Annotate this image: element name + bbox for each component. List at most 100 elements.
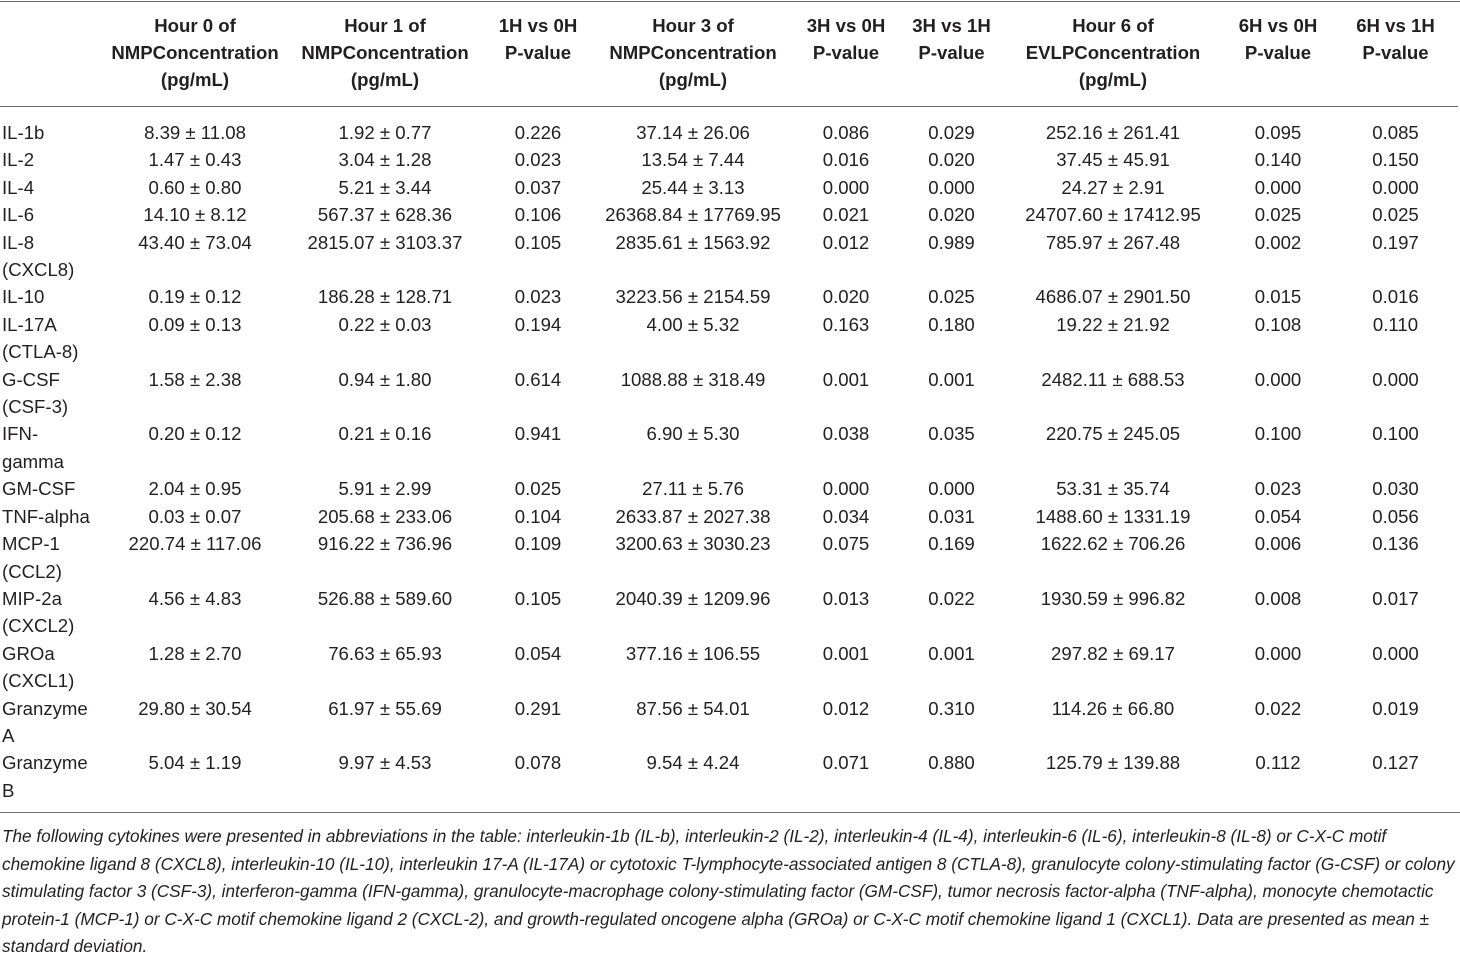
value-cell: 2633.87 ± 2027.38	[615, 505, 771, 527]
value-cell: 0.025	[1254, 204, 1302, 226]
value-cell: 0.034	[822, 505, 870, 527]
value-cell: 0.94 ± 1.80	[338, 368, 432, 390]
value-cell: 0.054	[1254, 505, 1302, 527]
value-cell: 5.21 ± 3.44	[338, 176, 432, 198]
value-cell: 114.26 ± 66.80	[1051, 697, 1175, 719]
bottom-rule	[0, 812, 1460, 813]
table-row: IFN- gamma 0.20 ± 0.12 0.21 ± 0.16 0.941 6.9…	[0, 420, 1458, 475]
header-row: Hour 0 of NMPConcentration (pg/mL) Hour 1 o…	[0, 12, 1458, 107]
value-cell: 2482.11 ± 688.53	[1041, 368, 1185, 390]
value-cell: 1622.62 ± 706.26	[1040, 533, 1186, 555]
column-header: 6H vs 0H P-value	[1223, 12, 1333, 107]
column-header: 6H vs 1H P-value	[1333, 12, 1458, 107]
value-cell: 5.04 ± 1.19	[148, 752, 242, 774]
value-cell: 0.025	[514, 478, 562, 500]
value-cell: 9.54 ± 4.24	[646, 752, 740, 774]
value-cell: 0.140	[1254, 149, 1302, 171]
cytokine-name-cell: GROa (CXCL1)	[2, 642, 75, 692]
value-cell: 377.16 ± 106.55	[625, 642, 761, 664]
value-cell: 567.37 ± 628.36	[317, 204, 453, 226]
column-header: 3H vs 1H P-value	[900, 12, 1003, 107]
value-cell: 0.056	[1372, 505, 1419, 527]
table-row: Granzyme B 5.04 ± 1.19 9.97 ± 4.53 0.078 9.5…	[0, 749, 1458, 807]
cytokine-name-cell: IL-8 (CXCL8)	[2, 231, 75, 281]
value-cell: 0.000	[1254, 642, 1302, 664]
value-cell: 0.029	[928, 122, 975, 143]
value-cell: 24707.60 ± 17412.95	[1025, 204, 1201, 226]
column-header-line: Hour 1 of	[344, 15, 426, 36]
value-cell: 0.035	[928, 423, 975, 445]
value-cell: 252.16 ± 261.41	[1045, 122, 1181, 143]
column-header: 3H vs 0H P-value	[792, 12, 900, 107]
value-cell: 0.291	[514, 697, 562, 719]
value-cell: 916.22 ± 736.96	[317, 533, 453, 555]
value-cell: 27.11 ± 5.76	[642, 478, 744, 500]
value-cell: 0.086	[822, 122, 870, 143]
value-cell: 0.023	[514, 286, 562, 308]
value-cell: 220.74 ± 117.06	[128, 533, 262, 555]
cytokine-name-cell: G-CSF (CSF-3)	[2, 368, 69, 418]
value-cell: 8.39 ± 11.08	[144, 122, 246, 143]
table-row: MCP-1 (CCL2) 220.74 ± 117.06 916.22 ± 736.…	[0, 530, 1458, 585]
value-cell: 0.013	[822, 587, 870, 609]
cytokine-name-cell: IL-17A (CTLA-8)	[2, 313, 79, 363]
column-header-line: (pg/mL)	[160, 69, 230, 90]
column-header-line: P-value	[812, 42, 880, 63]
value-cell: 0.019	[1372, 697, 1419, 719]
value-cell: 0.038	[822, 423, 870, 445]
cytokine-name-cell: MIP-2a (CXCL2)	[2, 587, 75, 637]
column-header-line: Hour 6 of	[1072, 15, 1154, 36]
value-cell: 2835.61 ± 1563.92	[615, 231, 771, 253]
column-header-line: (pg/mL)	[1078, 69, 1148, 90]
value-cell: 0.023	[514, 149, 562, 171]
value-cell: 0.112	[1255, 752, 1301, 774]
column-header-line: P-value	[1362, 42, 1429, 63]
value-cell: 0.001	[822, 368, 870, 390]
column-header-line: 1H vs 0H	[498, 15, 578, 36]
table-row: Granzyme A 29.80 ± 30.54 61.97 ± 55.69 0.29…	[0, 695, 1458, 750]
column-header: Hour 0 of NMPConcentration (pg/mL)	[102, 12, 288, 107]
value-cell: 1.92 ± 0.77	[338, 122, 432, 143]
value-cell: 220.75 ± 245.05	[1045, 423, 1181, 445]
value-cell: 0.037	[514, 176, 562, 198]
value-cell: 0.016	[1372, 286, 1419, 308]
value-cell: 0.006	[1254, 533, 1302, 555]
value-cell: 0.020	[928, 204, 975, 226]
value-cell: 29.80 ± 30.54	[138, 697, 252, 719]
value-cell: 1.58 ± 2.38	[148, 368, 242, 390]
value-cell: 0.941	[514, 423, 562, 445]
value-cell: 0.163	[822, 313, 870, 335]
value-cell: 1088.88 ± 318.49	[620, 368, 766, 390]
column-header-line: P-value	[1244, 42, 1312, 63]
value-cell: 0.001	[928, 368, 975, 390]
value-cell: 0.150	[1372, 149, 1419, 171]
value-cell: 0.075	[822, 533, 870, 555]
value-cell: 76.63 ± 65.93	[328, 642, 442, 664]
value-cell: 0.000	[1372, 642, 1419, 664]
value-cell: 0.03 ± 0.07	[148, 505, 242, 527]
value-cell: 43.40 ± 73.04	[138, 231, 252, 253]
value-cell: 0.071	[822, 752, 870, 774]
table-row: GROa (CXCL1) 1.28 ± 2.70 76.63 ± 65.93 0.05…	[0, 640, 1458, 695]
value-cell: 87.56 ± 54.01	[636, 697, 750, 719]
value-cell: 0.030	[1372, 478, 1419, 500]
cytokine-name-cell: TNF-alpha	[2, 505, 90, 527]
value-cell: 0.001	[822, 642, 870, 664]
value-cell: 0.002	[1254, 231, 1302, 253]
value-cell: 24.27 ± 2.91	[1061, 176, 1165, 198]
value-cell: 4.00 ± 5.32	[646, 313, 740, 335]
value-cell: 0.110	[1372, 313, 1419, 335]
value-cell: 0.105	[514, 587, 562, 609]
value-cell: 0.194	[514, 313, 562, 335]
value-cell: 3.04 ± 1.28	[338, 149, 432, 171]
column-header-line: Hour 0 of	[154, 15, 236, 36]
value-cell: 0.085	[1372, 122, 1419, 143]
cytokine-name-cell: IL-10	[2, 286, 45, 308]
value-cell: 0.031	[928, 505, 975, 527]
value-cell: 1.28 ± 2.70	[148, 642, 242, 664]
value-cell: 0.21 ± 0.16	[338, 423, 432, 445]
column-header-line: NMPConcentration	[609, 42, 777, 63]
value-cell: 5.91 ± 2.99	[338, 478, 432, 500]
top-rule	[0, 1, 1460, 2]
value-cell: 0.000	[1254, 176, 1302, 198]
